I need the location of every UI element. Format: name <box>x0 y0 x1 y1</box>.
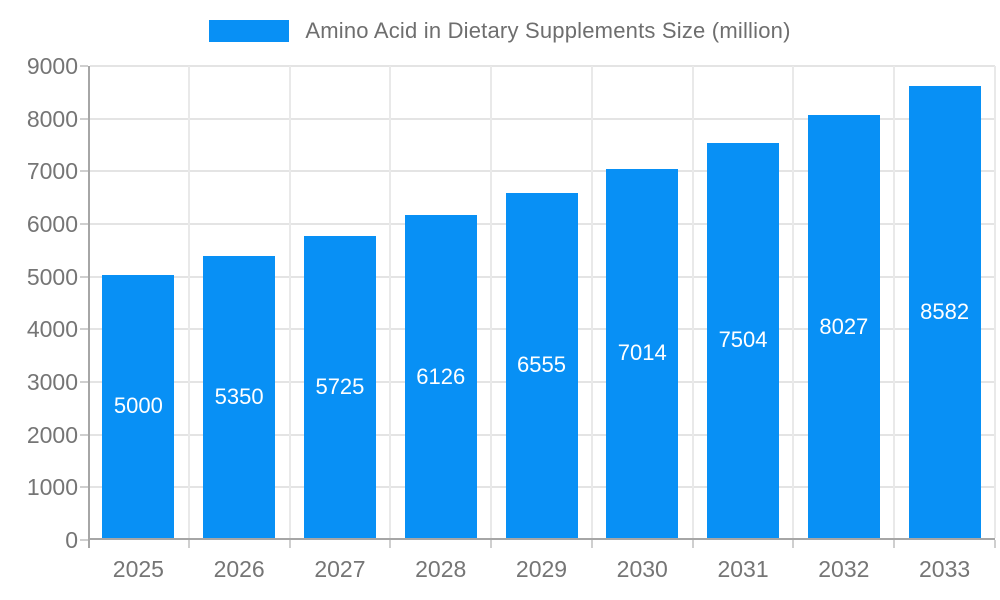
legend-swatch <box>209 20 290 42</box>
y-tick-label: 0 <box>65 527 78 553</box>
x-tick-label: 2029 <box>515 556 568 582</box>
x-tick-label: 2026 <box>213 556 265 582</box>
y-tick <box>80 223 88 225</box>
y-tick <box>80 170 88 173</box>
bar-value-label: 5725 <box>315 374 365 400</box>
bar: 5350 <box>203 256 276 538</box>
x-tick <box>893 540 896 548</box>
y-axis-tick <box>88 538 90 548</box>
x-tick <box>288 540 291 548</box>
bar-value-label: 5350 <box>214 384 264 410</box>
x-tick-label: 2033 <box>919 556 971 582</box>
bar-value-label: 5000 <box>113 393 163 419</box>
h-gridline <box>90 117 995 120</box>
v-gridline <box>893 66 896 538</box>
x-tick <box>691 540 694 548</box>
y-tick <box>80 117 88 120</box>
x-tick-label: 2027 <box>314 556 366 582</box>
bar: 7504 <box>707 142 780 538</box>
y-tick-label: 9000 <box>26 53 78 79</box>
y-tick <box>80 486 88 489</box>
legend: Amino Acid in Dietary Supplements Size (… <box>0 18 1000 44</box>
x-tick <box>389 540 392 548</box>
x-tick <box>490 540 493 548</box>
bar: 5725 <box>303 236 376 538</box>
h-gridline <box>90 170 995 173</box>
y-tick-label: 6000 <box>26 211 78 237</box>
bar-value-label: 8582 <box>920 299 970 324</box>
x-tick <box>792 540 795 548</box>
y-tick-label: 4000 <box>26 316 78 343</box>
y-tick <box>80 275 88 278</box>
y-tick-label: 1000 <box>26 474 78 501</box>
bar-value-label: 6126 <box>416 363 466 389</box>
x-tick <box>187 540 190 548</box>
v-gridline <box>590 66 593 538</box>
legend-label: Amino Acid in Dietary Supplements Size (… <box>305 18 791 43</box>
x-tick-label: 2028 <box>415 556 467 582</box>
y-tick <box>80 433 88 436</box>
h-gridline <box>90 65 995 67</box>
y-tick <box>80 539 88 541</box>
x-tick <box>994 540 996 548</box>
plot-area: 5000 5350 5725 6126 6555 7014 7504 8027 8582 <box>80 65 996 548</box>
v-gridline <box>691 66 694 538</box>
y-tick-label: 8000 <box>26 105 78 132</box>
y-tick <box>80 381 88 383</box>
bar: 5000 <box>102 274 175 538</box>
y-tick <box>80 65 88 67</box>
y-tick-label: 7000 <box>26 158 78 185</box>
v-gridline <box>994 66 996 538</box>
v-gridline <box>792 66 795 538</box>
bar: 8027 <box>807 115 880 538</box>
bar-value-label: 8027 <box>819 313 869 339</box>
v-gridline <box>187 66 190 538</box>
x-tick-label: 2030 <box>616 556 668 582</box>
bar: 6126 <box>404 215 477 538</box>
x-tick-label: 2032 <box>818 556 870 582</box>
bar-value-label: 7014 <box>617 340 667 366</box>
x-tick-label: 2031 <box>717 556 769 582</box>
y-tick <box>80 328 88 331</box>
bar-value-label: 7504 <box>718 327 768 353</box>
bar: 6555 <box>505 192 578 538</box>
bar: 7014 <box>606 168 679 538</box>
y-tick-label: 2000 <box>26 421 78 448</box>
x-tick <box>590 540 593 548</box>
bar-value-label: 6555 <box>517 352 566 378</box>
v-gridline <box>288 66 291 538</box>
v-gridline <box>490 66 493 538</box>
bar: 8582 <box>908 86 981 538</box>
y-tick-label: 3000 <box>26 369 78 395</box>
y-tick-label: 5000 <box>26 263 78 290</box>
x-tick-label: 2025 <box>112 556 164 582</box>
v-gridline <box>389 66 392 538</box>
